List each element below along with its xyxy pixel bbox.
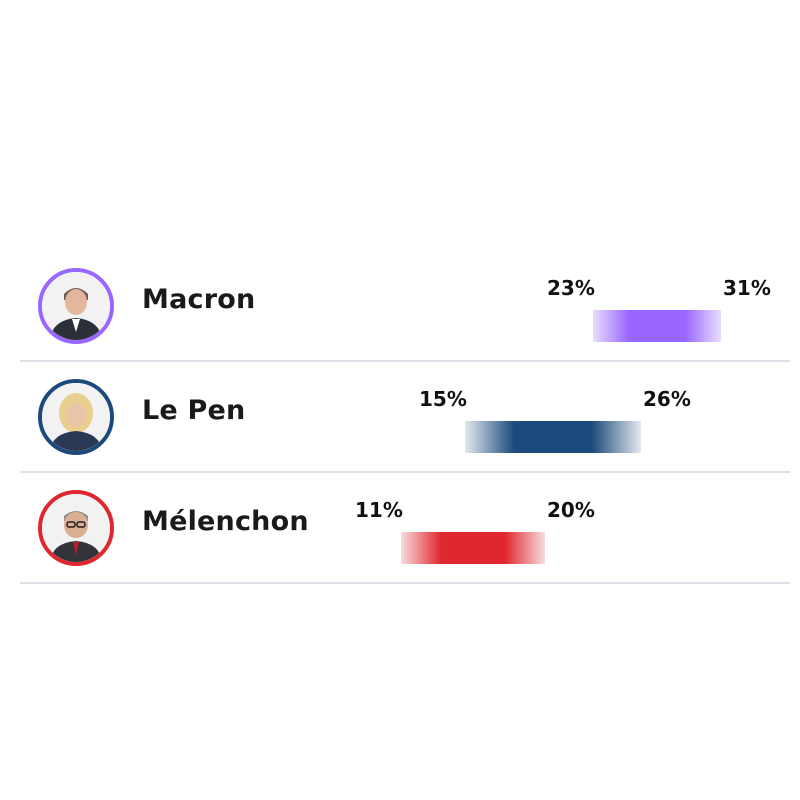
candidate-name: Le Pen [142, 395, 246, 426]
row-divider [20, 360, 790, 362]
low-label: 15% [419, 387, 467, 411]
person-icon [42, 272, 110, 340]
high-label: 26% [643, 387, 691, 411]
low-label: 11% [355, 498, 403, 522]
avatar-macron [38, 268, 114, 344]
person-icon [42, 494, 110, 562]
row-divider [20, 582, 790, 584]
range-bar [593, 310, 721, 342]
candidate-name: Macron [142, 284, 256, 315]
row-melenchon: Mélenchon 11% 20% [20, 474, 790, 584]
avatar-melenchon [38, 490, 114, 566]
avatar-le-pen [38, 379, 114, 455]
high-label: 20% [547, 498, 595, 522]
high-label: 31% [723, 276, 771, 300]
row-le-pen: Le Pen 15% 26% [20, 363, 790, 473]
low-label: 23% [547, 276, 595, 300]
person-icon [42, 383, 110, 451]
range-bar [465, 421, 641, 453]
row-macron: Macron 23% 31% [20, 252, 790, 362]
range-bar [401, 532, 545, 564]
candidate-name: Mélenchon [142, 506, 309, 537]
row-divider [20, 471, 790, 473]
